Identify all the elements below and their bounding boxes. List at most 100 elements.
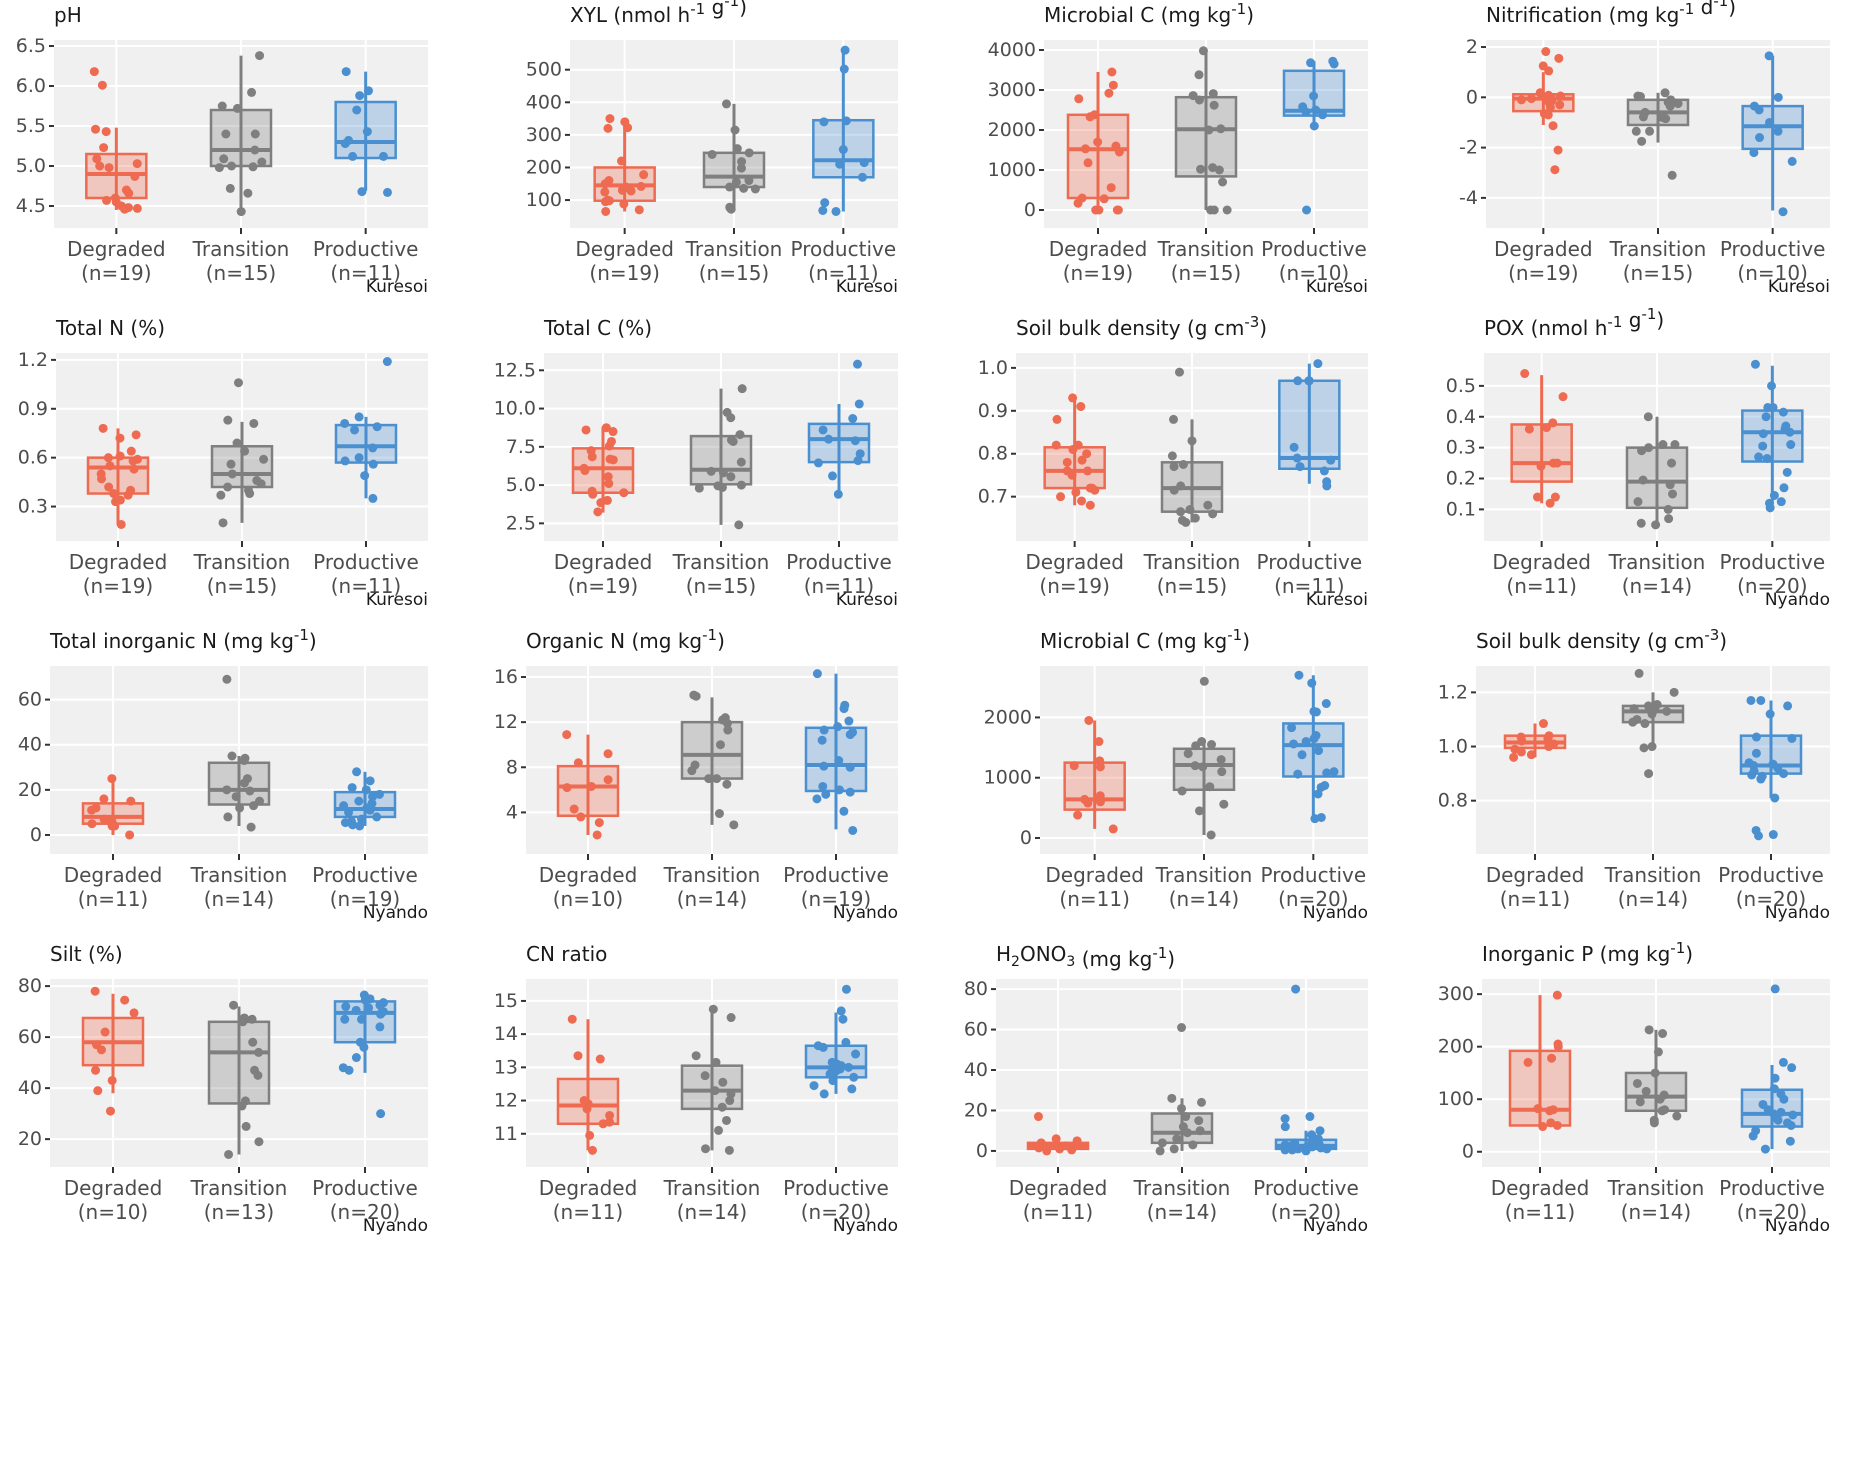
boxplot-chart: Silt (%) 20 40 60 80 Degraded(n=10) Transition… [18,942,428,1236]
chart-panel: Soil bulk density (g cm-3) 0.7 0.8 0.9 1.0 De… [940,313,1410,673]
data-point [708,1004,718,1014]
data-point [1280,1145,1290,1155]
data-point [721,99,731,109]
data-point [249,418,259,428]
box-iqr [1063,761,1126,811]
data-point [848,414,858,424]
data-point [250,129,260,139]
y-tick-label: 0.8 [978,443,1008,465]
data-point [351,1005,361,1015]
y-tick-label: 1.0 [978,357,1008,379]
data-point [836,1006,846,1016]
data-point [98,423,108,433]
data-point [240,446,250,456]
data-point [123,203,133,213]
data-point [372,812,382,822]
chart-title: CN ratio [526,942,607,966]
data-point [99,143,109,153]
data-point [1748,1131,1758,1141]
data-point [1778,407,1788,417]
x-tick-label: Degraded [575,237,674,261]
data-point [124,188,134,198]
data-point [601,423,611,433]
data-point [841,984,851,994]
boxplot-chart: CN ratio 11 12 13 14 15 Degraded(n=11) Transiti… [494,942,898,1236]
data-point [1157,1138,1167,1148]
data-point [368,792,378,802]
sample-size-label: (n=19) [83,574,154,598]
data-point [1647,709,1657,719]
data-point [626,186,636,196]
chart-panel: Total inorganic N (mg kg-1) 0 20 40 60 Degrad… [0,626,470,986]
boxplot-chart: Microbial C (mg kg-1)010002000Degraded(n… [984,626,1368,923]
y-tick-label: 40 [18,1077,42,1099]
x-tick-label: Productive [791,237,897,261]
sample-size-label: (n=15) [1157,574,1228,598]
data-point [619,488,629,498]
data-point [1770,1073,1780,1083]
data-point [1767,381,1777,391]
x-tick-label: Productive [1261,237,1367,261]
data-point [600,187,610,197]
data-point [97,474,107,484]
data-point [1548,121,1558,131]
data-point [1095,762,1105,772]
x-tick-label: Productive [783,1176,889,1200]
data-point [710,1086,720,1096]
data-point [1747,770,1757,780]
data-point [1099,194,1109,204]
data-point [1305,1112,1315,1122]
data-point [102,195,112,205]
sample-size-label: (n=10) [553,887,624,911]
y-tick-label: 11 [494,1123,518,1145]
y-tick-label: 4 [506,801,518,823]
x-tick-label: Degraded [554,550,653,574]
data-point [841,116,851,126]
boxplot-chart: Microbial C (mg kg-1) 0 1000 2000 3000 4000 De… [988,0,1368,297]
data-point [125,830,135,840]
chart-title: Soil bulk density (g cm-3) [1476,626,1727,653]
data-point [828,1076,838,1086]
data-point [853,359,863,369]
x-tick-label: Productive [1257,550,1363,574]
data-point [101,127,111,137]
data-point [1535,88,1545,98]
sample-size-label: (n=14) [677,1200,748,1224]
data-point [1198,46,1208,56]
data-point [100,1027,110,1037]
data-point [115,433,125,443]
data-point [1661,114,1671,124]
data-point [1544,66,1554,76]
boxplot-chart: Inorganic P (mg kg-1)0100200300Degraded(… [1438,939,1830,1236]
data-point [365,776,375,786]
data-point [845,730,855,740]
data-point [250,145,260,155]
data-point [354,796,364,806]
data-point [1304,376,1314,386]
y-tick-label: 40 [18,734,42,756]
x-tick-label: Transition [1157,237,1255,261]
data-point [718,468,728,478]
data-point [1751,748,1761,758]
data-point [1034,1143,1044,1153]
data-point [725,182,735,192]
site-label: Nyando [833,1216,898,1236]
data-point [107,774,117,784]
y-tick-label: 12.5 [494,359,536,381]
data-point [1548,458,1558,468]
data-point [241,1121,251,1131]
data-point [1194,70,1204,80]
x-tick-label: Degraded [67,237,166,261]
data-point [1756,774,1766,784]
data-point [1322,481,1332,491]
data-point [731,177,741,187]
site-label: Kuresoi [836,590,898,610]
data-point [1295,462,1305,472]
data-point [214,163,224,173]
data-point [129,464,139,474]
data-point [368,443,378,453]
data-point [232,103,242,113]
data-point [732,144,742,154]
sample-size-label: (n=11) [330,261,401,285]
y-tick-label: 5.5 [16,115,46,137]
